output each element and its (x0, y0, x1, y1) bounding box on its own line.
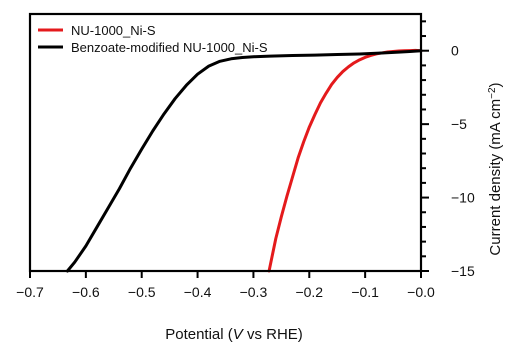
y-tick-label: −15 (451, 263, 475, 279)
y-tick-label: −5 (451, 116, 467, 132)
legend: NU-1000_Ni-S Benzoate-modified NU-1000_N… (38, 23, 268, 55)
x-axis-title: Potential (V vs RHE) (165, 326, 303, 343)
series-line-nu1000 (267, 48, 423, 273)
x-tick-label: −0.7 (16, 284, 44, 300)
plot-series (65, 48, 423, 273)
series-line-benzoate (65, 49, 423, 273)
plot-frame (28, 12, 423, 273)
x-tick-label: −0.3 (240, 284, 268, 300)
legend-label-benzoate: Benzoate-modified NU-1000_Ni-S (71, 40, 268, 55)
legend-label-nu1000: NU-1000_Ni-S (71, 23, 156, 38)
y-tick-label: 0 (451, 43, 459, 59)
x-tick-label: −0.1 (351, 284, 379, 300)
y-tick-label: −10 (451, 190, 475, 206)
x-tick-label: −0.2 (295, 284, 323, 300)
x-tick-label: −0.6 (72, 284, 100, 300)
x-tick-label: −0.4 (184, 284, 212, 300)
y-axis-title: Current density (mA cm−2) (487, 82, 504, 255)
x-tick-label: −0.5 (128, 284, 156, 300)
x-ticks: −0.7 −0.6 −0.5 −0.4 −0.3 −0.2 −0.1 −0.0 (16, 271, 435, 300)
y-ticks: 0 −5 −10 −15 (421, 20, 475, 279)
x-tick-label: −0.0 (407, 284, 435, 300)
